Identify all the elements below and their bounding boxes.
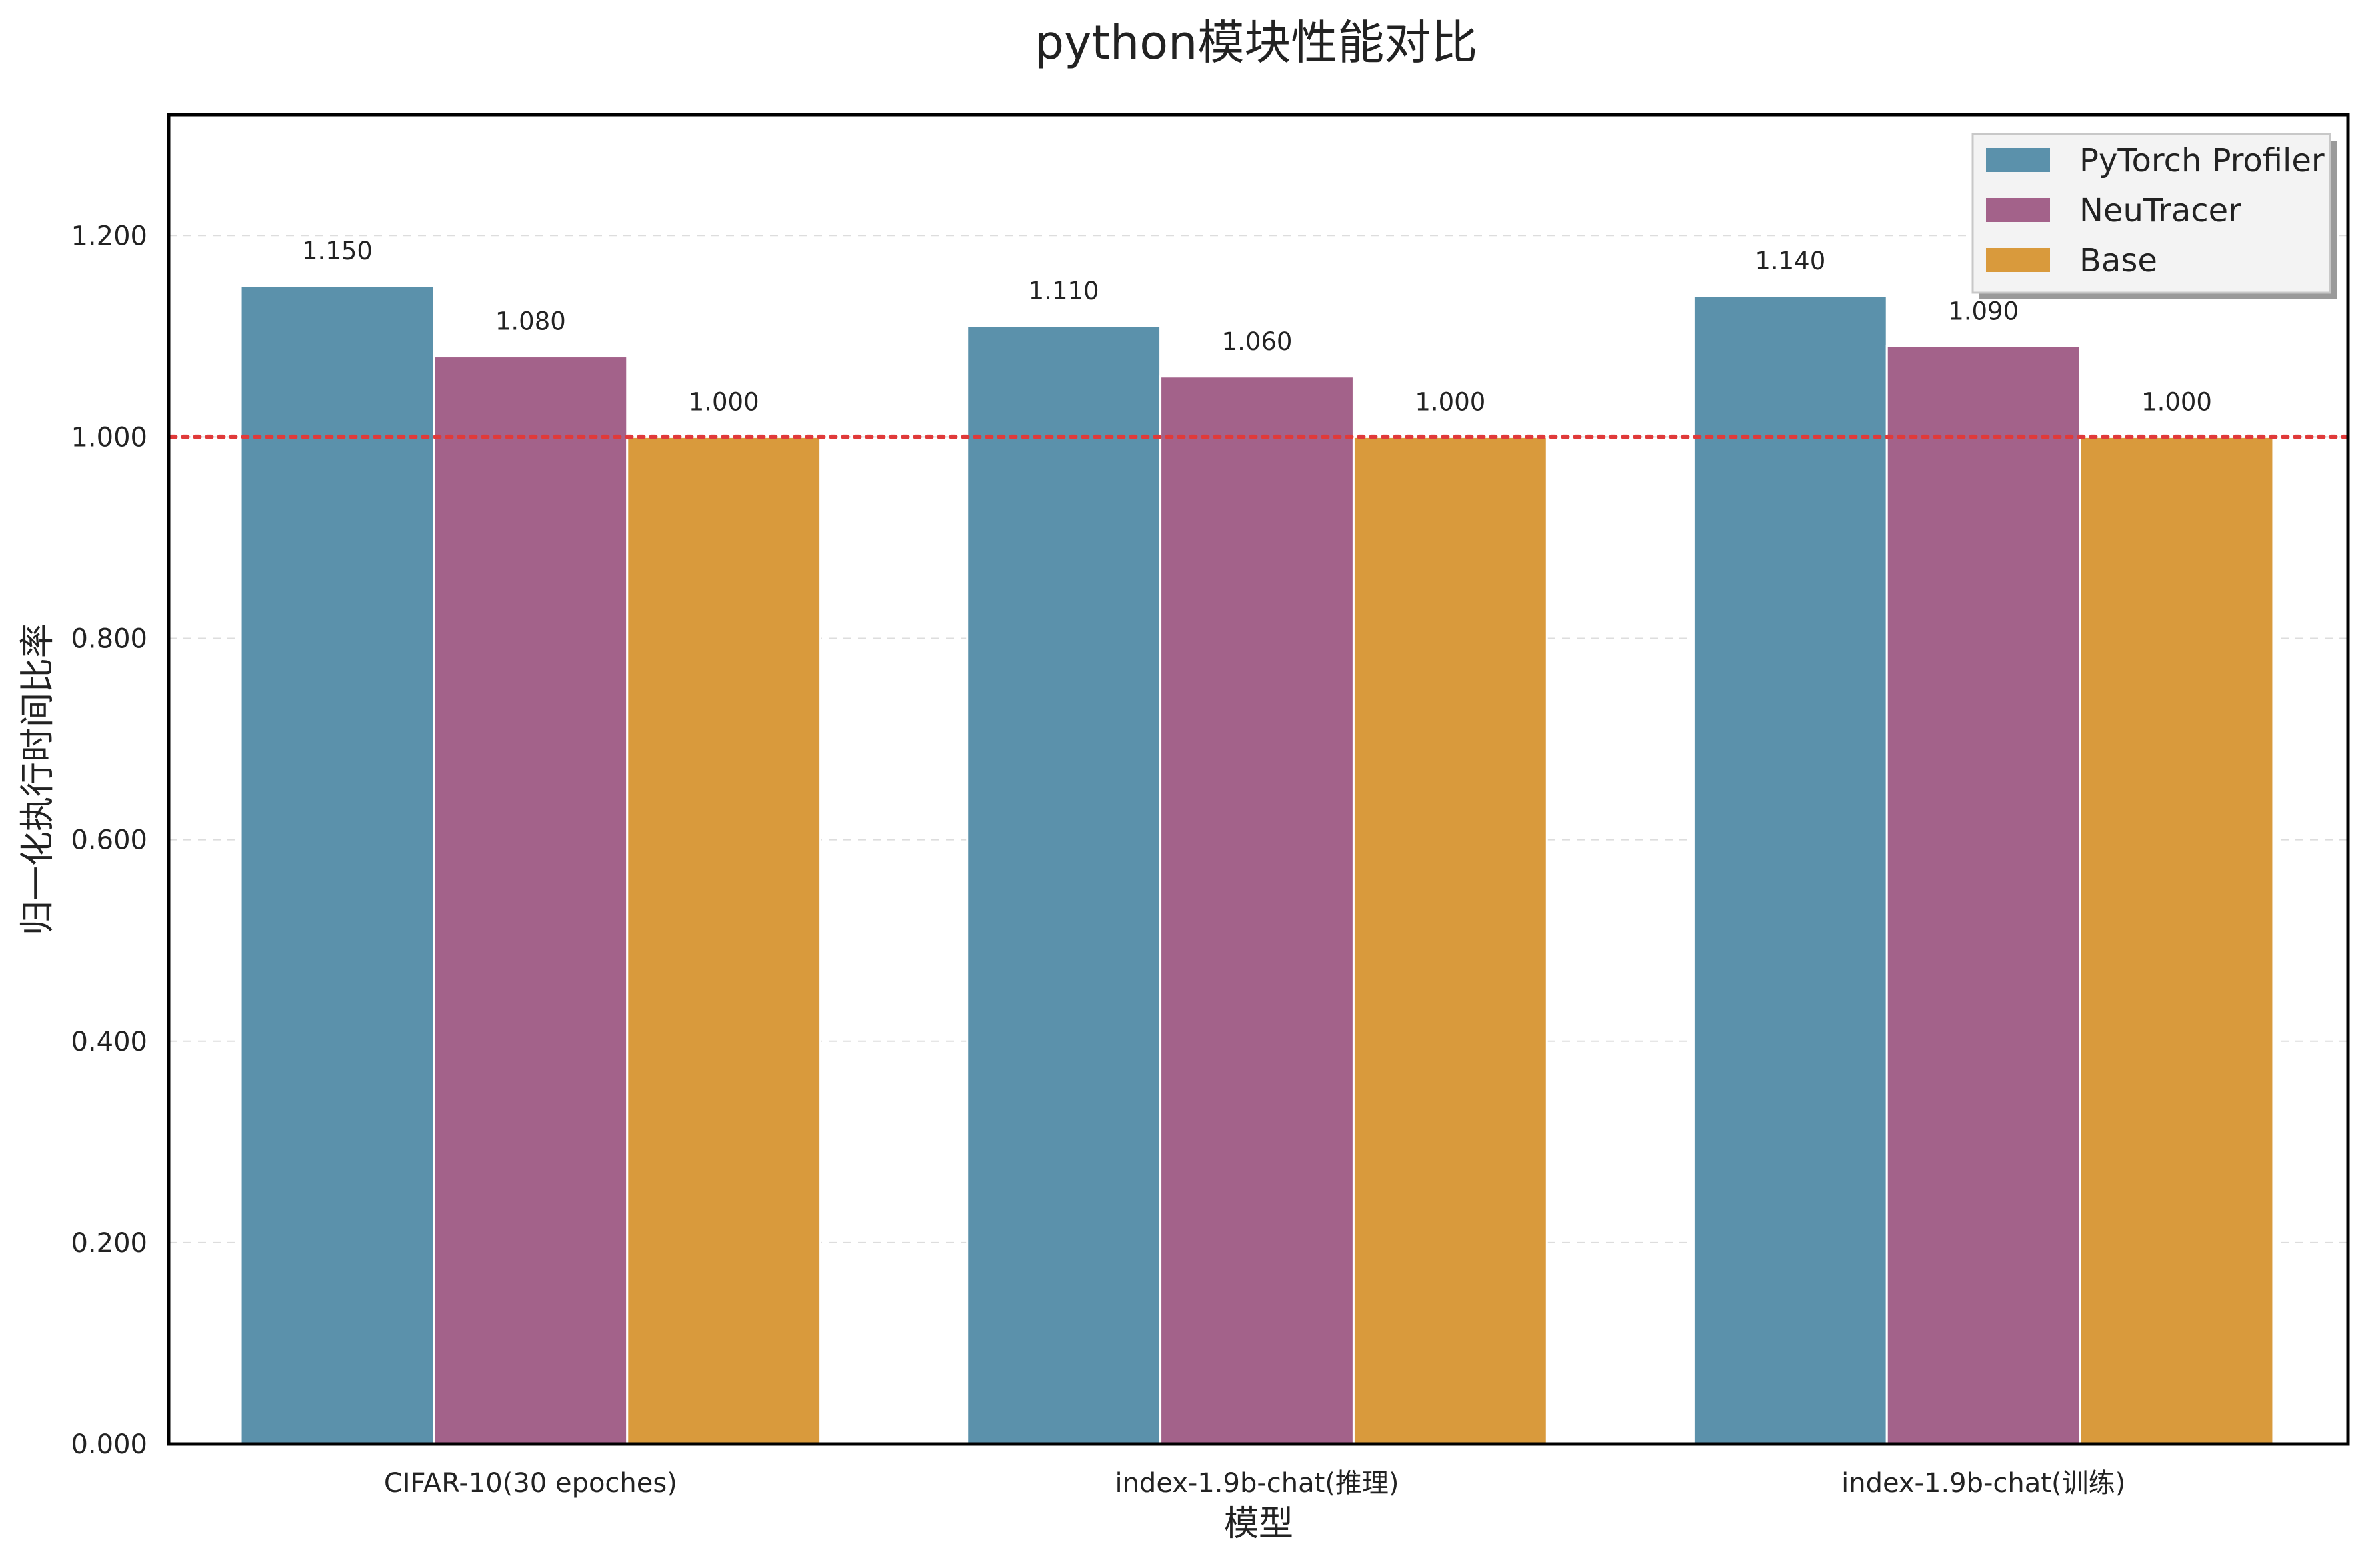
x-tick-label: index-1.9b-chat(训练) xyxy=(1841,1468,2125,1499)
legend-swatch xyxy=(1986,148,2050,172)
bar-value-label: 1.150 xyxy=(302,237,373,265)
x-tick-label: CIFAR-10(30 epoches) xyxy=(384,1468,677,1499)
bar xyxy=(1885,345,2081,1445)
plot-frame xyxy=(167,113,2350,1446)
bars: 1.150 1.080 1.000 1.110 1.060 1.000 1.140 1.090… xyxy=(239,237,2275,1445)
legend-label: Base xyxy=(2079,242,2157,279)
legend-label: NeuTracer xyxy=(2079,192,2241,229)
bar xyxy=(239,285,435,1445)
y-tick-label: 0.800 xyxy=(71,624,147,655)
legend: PyTorch Profiler NeuTracer Base xyxy=(1971,133,2337,299)
bar xyxy=(966,325,1162,1445)
bar-value-label: 1.000 xyxy=(1415,387,1485,416)
bar-value-label: 1.140 xyxy=(1755,247,1825,275)
y-tick-label: 1.200 xyxy=(71,221,147,251)
chart-title: python模块性能对比 xyxy=(1035,15,1478,70)
y-tick-label: 0.600 xyxy=(71,825,147,856)
y-axis-ticks: 0.000 0.200 0.400 0.600 0.800 1.000 1.200 xyxy=(71,221,147,1460)
bar xyxy=(1159,375,1355,1445)
x-axis-title: 模型 xyxy=(1224,1504,1293,1544)
bar-value-label: 1.000 xyxy=(689,387,759,416)
bar xyxy=(1692,295,1888,1445)
y-tick-label: 0.400 xyxy=(71,1027,147,1057)
bar-value-label: 1.000 xyxy=(2141,387,2212,416)
bar xyxy=(1352,435,1548,1445)
y-tick-label: 1.000 xyxy=(71,422,147,453)
bar xyxy=(626,435,822,1445)
legend-swatch xyxy=(1986,198,2050,222)
x-axis-ticks: CIFAR-10(30 epoches) index-1.9b-chat(推理) i… xyxy=(384,1468,2125,1499)
legend-label: PyTorch Profiler xyxy=(2079,142,2325,179)
bar-value-label: 1.080 xyxy=(495,307,566,336)
bar xyxy=(2079,435,2275,1445)
y-axis-title: 归一化执行时间比率 xyxy=(18,623,58,935)
y-tick-label: 0.000 xyxy=(71,1429,147,1460)
legend-swatch xyxy=(1986,248,2050,272)
bar-value-label: 1.090 xyxy=(1948,297,2019,325)
bar-value-label: 1.110 xyxy=(1029,277,1099,305)
bar xyxy=(433,355,629,1445)
x-tick-label: index-1.9b-chat(推理) xyxy=(1115,1468,1399,1499)
bar-value-label: 1.060 xyxy=(1222,327,1293,356)
y-tick-label: 0.200 xyxy=(71,1228,147,1259)
